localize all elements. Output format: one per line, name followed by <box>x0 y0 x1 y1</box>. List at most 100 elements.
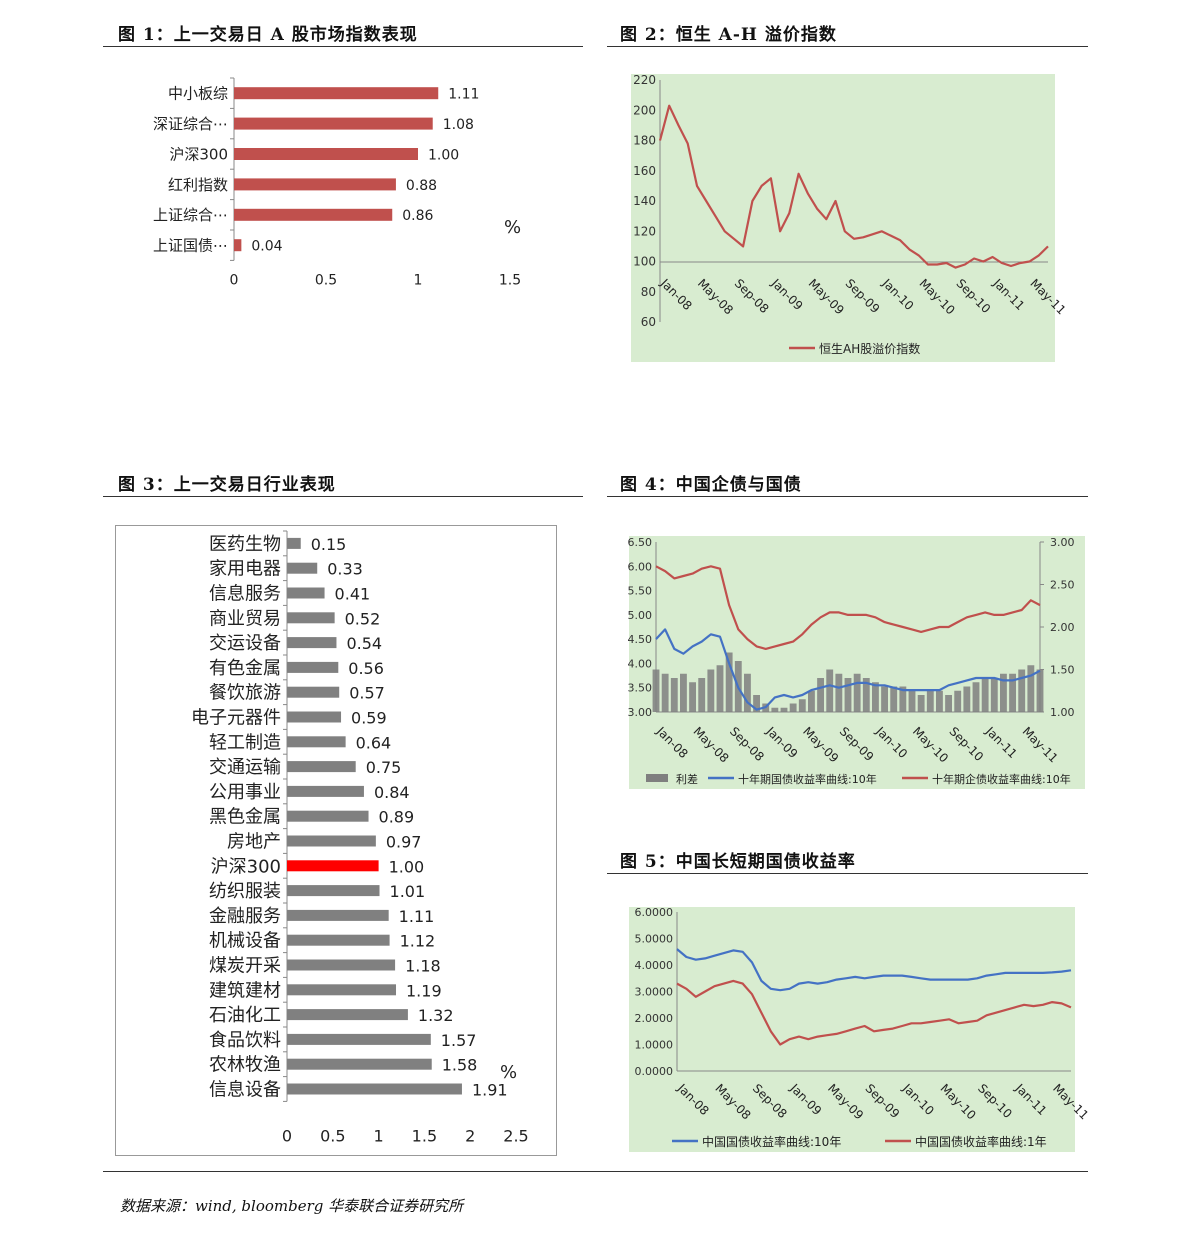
fig4-title: 图 4：中国企债与国债 <box>620 475 802 495</box>
fig4-spread-bar <box>899 686 907 712</box>
fig3-value-label: 0.64 <box>356 733 392 752</box>
fig3-value-label: 0.84 <box>374 783 410 802</box>
fig1-category-label: 上证综合⋯ <box>153 206 228 224</box>
fig2-ytick-label: 220 <box>633 73 656 87</box>
fig4-ytick-label: 3.00 <box>628 706 653 719</box>
fig1-bar <box>234 148 418 160</box>
fig2-ytick-label: 180 <box>633 134 656 148</box>
fig3-value-label: 0.59 <box>351 708 387 727</box>
fig3-category-label: 食品饮料 <box>209 1030 281 1051</box>
fig4-spread-bar <box>963 686 971 712</box>
fig4-spread-bar <box>670 678 678 712</box>
fig4-spread-bar <box>954 690 962 712</box>
fig3-value-label: 0.57 <box>349 684 385 703</box>
fig3-category-label: 交通运输 <box>209 757 281 778</box>
fig2-series-line-0 <box>658 104 1049 269</box>
fig2-title: 图 2：恒生 A-H 溢价指数 <box>620 25 837 45</box>
fig3-bar <box>287 909 389 921</box>
fig2-title-rule <box>607 46 1088 47</box>
fig3-bar <box>287 661 339 673</box>
fig4-spread-bar <box>698 678 706 712</box>
fig5-legend-label: 中国国债收益率曲线:10年 <box>702 1134 841 1149</box>
fig3-bar <box>287 637 337 649</box>
fig4-spread-bar <box>744 673 751 712</box>
fig4-spread-bar <box>826 669 834 712</box>
fig4-background <box>629 536 1085 789</box>
fig4-spread-bar <box>780 707 788 712</box>
fig2-background <box>631 74 1055 362</box>
fig3-xtick-label: 2.5 <box>503 1126 528 1145</box>
fig3-value-label: 1.18 <box>405 956 441 975</box>
fig1-bar <box>234 178 396 191</box>
fig3-xtick-label: 0 <box>282 1126 292 1145</box>
fig5-ytick-label: 1.0000 <box>635 1039 674 1052</box>
fig1-value-label: 0.04 <box>251 239 282 255</box>
fig4-spread-bar <box>725 652 733 712</box>
fig1-title-rule <box>103 46 583 47</box>
fig5-ytick-label: 2.0000 <box>635 1012 674 1025</box>
fig4-legend-swatch <box>646 774 668 782</box>
fig5-ytick-label: 3.0000 <box>635 986 674 999</box>
fig3-value-label: 0.89 <box>379 808 415 827</box>
fig3-category-label: 沪深300 <box>211 856 281 877</box>
fig3-value-label: 0.75 <box>366 758 402 777</box>
fig4-ytick-right-label: 1.50 <box>1050 664 1075 677</box>
fig1-bar <box>234 239 242 252</box>
fig3-xtick-label: 0.5 <box>320 1126 345 1145</box>
fig3-value-label: 0.97 <box>386 832 422 851</box>
fig4-spread-bar <box>872 682 879 712</box>
fig5-ytick-label: 4.0000 <box>635 959 674 972</box>
fig3-value-label: 0.52 <box>345 609 381 628</box>
fig3-category-label: 金融服务 <box>209 906 281 927</box>
fig4-series-line-2 <box>655 565 1041 651</box>
fig3-value-label: 0.33 <box>327 560 363 579</box>
fig1-category-label: 上证国债⋯ <box>153 237 228 255</box>
fig4-ytick-right-label: 2.00 <box>1050 621 1075 634</box>
fig3-value-label: 1.11 <box>399 907 435 926</box>
fig4-spread-bar <box>1000 673 1007 712</box>
fig4-spread-bar <box>680 673 687 712</box>
fig3-bar <box>287 1083 462 1095</box>
fig3-value-label: 1.12 <box>400 932 436 951</box>
fig3-bar <box>287 885 380 897</box>
fig4-legend-label: 利差 <box>676 772 698 786</box>
fig3-unit: % <box>500 1062 517 1083</box>
fig1-value-label: 1.00 <box>428 147 459 163</box>
fig4-spread-bar <box>908 690 916 712</box>
fig4-title-rule <box>607 496 1088 497</box>
fig1-category-label: 中小板综 <box>168 85 228 103</box>
fig4-spread-bar <box>798 699 806 712</box>
fig3-category-label: 公用事业 <box>209 782 281 803</box>
fig3-bar <box>287 1033 431 1045</box>
fig4-spread-bar <box>1036 669 1044 712</box>
fig1-xtick-label: 0 <box>230 272 239 288</box>
fig1-bar <box>234 87 439 100</box>
fig3-category-label: 黑色金属 <box>209 807 281 828</box>
fig3-bar <box>287 711 342 723</box>
fig5-series-line-1 <box>676 979 1072 1046</box>
fig4-spread-bar <box>1027 665 1035 712</box>
fig3-category-label: 房地产 <box>227 831 281 852</box>
fig2-ytick-label: 120 <box>633 224 656 238</box>
fig4-spread-bar <box>707 669 715 712</box>
fig3-xtick-label: 1.5 <box>412 1126 437 1145</box>
fig4-spread-bar <box>972 682 980 712</box>
fig3-value-label: 1.19 <box>406 981 442 1000</box>
fig3-bar <box>287 810 369 822</box>
fig3-bar <box>287 835 376 847</box>
fig1-xtick-label: 0.5 <box>315 272 337 288</box>
fig3-category-label: 煤炭开采 <box>209 955 281 976</box>
fig4-ytick-right-label: 2.50 <box>1050 579 1075 592</box>
fig4-spread-bar <box>890 686 898 712</box>
fig3-category-label: 石油化工 <box>209 1005 281 1026</box>
source-note: 数据来源：wind, bloomberg 华泰联合证券研究所 <box>120 1197 464 1215</box>
fig3-value-label: 1.58 <box>442 1056 478 1075</box>
fig3-value-label: 1.91 <box>472 1080 508 1099</box>
fig3-xtick-label: 1 <box>374 1126 384 1145</box>
fig1-value-label: 0.88 <box>406 178 437 194</box>
fig3-value-label: 0.56 <box>348 659 384 678</box>
fig2-ytick-label: 100 <box>633 255 656 269</box>
fig3-value-label: 1.32 <box>418 1006 454 1025</box>
bottom-rule <box>103 1171 1088 1172</box>
